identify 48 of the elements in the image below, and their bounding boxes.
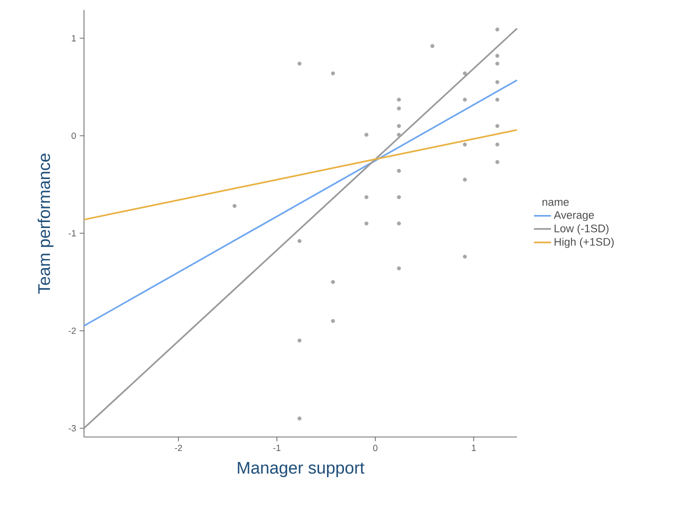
point xyxy=(495,142,500,147)
point xyxy=(430,44,434,48)
point xyxy=(364,195,368,200)
point xyxy=(495,98,500,102)
point xyxy=(462,98,467,102)
point xyxy=(396,168,401,173)
point xyxy=(330,318,335,323)
legend-label: High (+1SD) xyxy=(554,238,614,248)
point xyxy=(396,132,401,137)
point xyxy=(462,71,467,76)
point xyxy=(364,132,368,137)
y-axis-title: Team performance xyxy=(38,154,54,294)
legend-label: Average xyxy=(554,211,594,222)
y-tick-label: 0 xyxy=(72,132,76,139)
point xyxy=(298,338,302,342)
point xyxy=(462,254,467,259)
x-tick-label: 1 xyxy=(472,444,476,451)
point xyxy=(298,239,302,244)
legend-label: Low (-1SD) xyxy=(554,224,608,234)
y-tick-label: -1 xyxy=(68,230,76,236)
point xyxy=(495,54,500,58)
x-tick-label: -1 xyxy=(273,444,280,451)
x-tick-label: 0 xyxy=(373,444,378,452)
point xyxy=(495,80,500,84)
point xyxy=(232,204,237,208)
y-tick-label: 1 xyxy=(72,35,76,42)
point xyxy=(495,124,500,128)
y-tick-label: -3 xyxy=(68,425,76,432)
point xyxy=(495,62,500,66)
point xyxy=(396,222,401,226)
point xyxy=(462,178,467,182)
point xyxy=(396,98,401,102)
y-tick-label: -2 xyxy=(68,328,76,334)
legend-title: name xyxy=(542,200,569,206)
x-axis-title: Manager support xyxy=(238,462,364,478)
point xyxy=(330,71,335,76)
point xyxy=(298,416,302,420)
point xyxy=(330,280,335,284)
point xyxy=(462,142,467,147)
point xyxy=(495,28,500,32)
point xyxy=(298,62,302,66)
x-tick-label: -2 xyxy=(174,444,182,452)
point xyxy=(396,106,401,110)
point xyxy=(396,124,401,128)
point xyxy=(396,195,401,200)
point xyxy=(396,266,401,270)
point xyxy=(495,160,500,164)
point xyxy=(364,222,368,226)
